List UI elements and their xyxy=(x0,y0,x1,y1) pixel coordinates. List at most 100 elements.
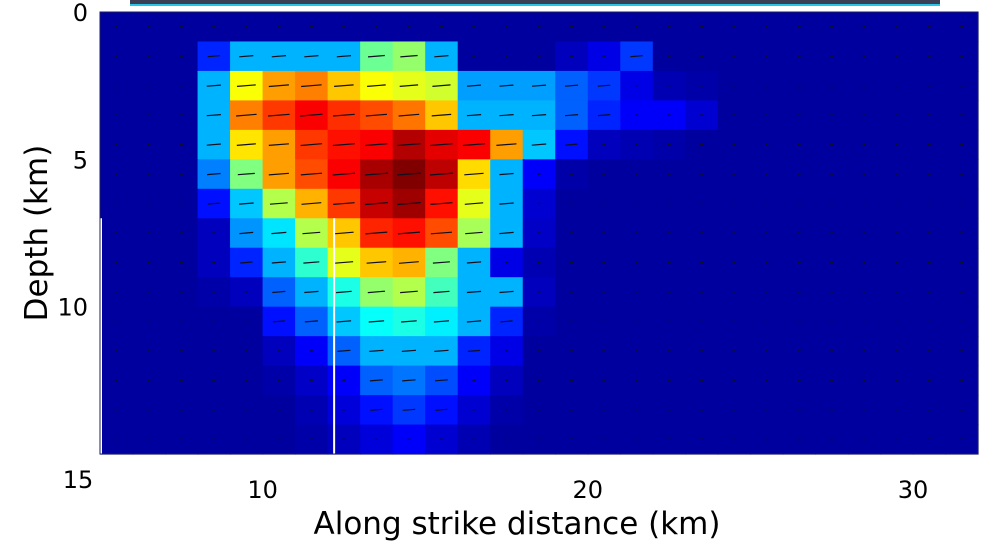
slip-vector xyxy=(499,172,514,176)
slip-vector xyxy=(337,349,351,352)
slip-vector xyxy=(531,143,547,146)
slip-vector xyxy=(466,290,482,294)
slip-vector xyxy=(401,349,417,352)
x-axis-label: Along strike distance (km) xyxy=(314,506,721,542)
slip-vector xyxy=(300,143,323,147)
slip-vector xyxy=(367,290,386,294)
slip-vector xyxy=(433,290,450,294)
slip-vector xyxy=(304,290,319,294)
slip-vector xyxy=(239,202,254,205)
slip-vector xyxy=(467,349,481,352)
slip-vector xyxy=(303,261,320,264)
slip-vector xyxy=(399,84,419,87)
slip-vector xyxy=(397,143,421,147)
x-tick-label: 30 xyxy=(898,476,929,504)
x-tick-labels: 15 10 20 30 xyxy=(63,466,929,504)
slip-vector xyxy=(400,54,418,58)
slip-vector xyxy=(365,143,388,147)
y-tick-labels: 0 5 10 xyxy=(57,0,88,322)
slip-vector xyxy=(466,320,482,323)
slip-vector xyxy=(531,114,547,117)
slip-vector xyxy=(240,261,253,264)
slip-vector xyxy=(207,55,220,58)
slip-vector xyxy=(499,231,514,235)
slip-vector xyxy=(334,261,354,264)
slip-vector xyxy=(365,231,388,235)
slip-vector xyxy=(397,231,420,235)
slip-vector xyxy=(370,408,383,411)
slip-vector xyxy=(364,172,389,176)
slip-vector xyxy=(432,84,451,87)
slip-vector xyxy=(464,172,484,176)
slip-vector xyxy=(435,408,448,411)
y-tick-label: 0 xyxy=(73,0,88,27)
slip-vector xyxy=(300,113,323,117)
slip-vector xyxy=(334,84,354,87)
slip-vector xyxy=(499,290,514,294)
y-tick-label: 5 xyxy=(73,146,88,174)
slip-vector xyxy=(364,202,388,206)
slip-vector xyxy=(369,349,384,352)
slip-vector xyxy=(499,84,514,87)
slip-vector xyxy=(434,349,449,352)
slip-vector xyxy=(207,172,221,176)
slip-vector xyxy=(207,202,220,205)
y-axis-label: Depth (km) xyxy=(19,145,55,322)
slip-vector xyxy=(369,379,383,382)
slip-vector xyxy=(433,320,450,323)
slip-vector xyxy=(333,202,355,205)
slip-vector xyxy=(464,202,484,205)
slip-vector xyxy=(500,320,513,323)
slip-vector xyxy=(336,320,352,323)
slip-vector xyxy=(431,113,452,117)
slip-vector xyxy=(272,320,285,323)
slip-vector xyxy=(398,113,420,117)
slip-vector xyxy=(239,231,254,235)
annotations xyxy=(100,218,336,454)
slip-vector xyxy=(434,379,448,382)
slip-vector xyxy=(397,202,421,206)
slip-vector xyxy=(271,261,287,264)
slip-vector xyxy=(304,55,319,58)
slip-vector xyxy=(268,143,289,146)
slip-vector xyxy=(400,290,418,294)
x-tick-label: 10 xyxy=(247,476,278,504)
slip-vector xyxy=(434,55,449,58)
slip-vector xyxy=(466,261,482,264)
slip-vector xyxy=(304,320,318,323)
slip-vector xyxy=(206,143,221,146)
slip-vector xyxy=(430,202,453,205)
slip-vector xyxy=(564,114,579,117)
slip-vector xyxy=(531,84,547,87)
slip-vector xyxy=(236,113,257,117)
slip-vector xyxy=(365,113,388,117)
slip-vectors xyxy=(114,26,964,440)
slip-vector xyxy=(429,172,454,176)
plot-area-frame xyxy=(99,11,979,455)
slip-vector xyxy=(597,114,611,117)
slip-vector xyxy=(206,114,221,117)
slip-vector xyxy=(302,231,321,235)
slip-vector xyxy=(336,290,352,294)
slip-vector xyxy=(269,202,288,205)
slip-vector xyxy=(462,143,486,147)
slip-vector xyxy=(564,84,579,87)
y-tick-label: 10 xyxy=(57,294,88,322)
slip-vector xyxy=(597,84,611,87)
slip-vector xyxy=(301,84,322,88)
slip-vector xyxy=(466,114,482,117)
slip-vector xyxy=(499,202,514,205)
x-tick-label: 20 xyxy=(573,476,604,504)
slip-vector xyxy=(236,84,256,87)
slip-vector xyxy=(499,114,514,117)
slip-vector xyxy=(398,261,419,264)
slip-vector xyxy=(367,54,385,58)
slip-vector xyxy=(332,172,356,176)
slip-vector xyxy=(630,55,643,58)
slip-vector xyxy=(465,231,483,235)
slip-vector xyxy=(268,113,290,117)
slip-vector xyxy=(430,231,453,235)
slip-vector xyxy=(239,55,254,58)
slip-vector xyxy=(268,172,289,176)
